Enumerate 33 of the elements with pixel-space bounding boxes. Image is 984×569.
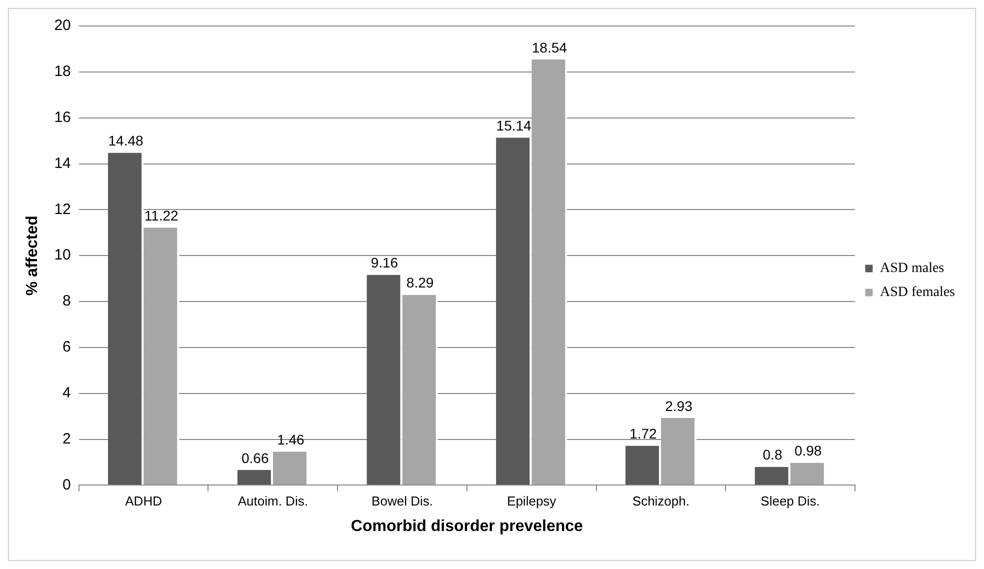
x-axis-title: Comorbid disorder prevelence [350, 518, 584, 535]
data-label: 0.66 [241, 450, 269, 466]
data-label: 11.22 [144, 207, 179, 224]
data-label: 0.8 [762, 446, 782, 463]
x-tick-label: ADHD [125, 494, 162, 509]
legend-label: ASD females [880, 285, 956, 300]
data-label: 8.29 [406, 274, 434, 291]
data-label: 1.72 [630, 426, 657, 442]
data-label: 14.48 [108, 132, 144, 149]
data-label: 1.46 [277, 432, 305, 448]
data-label: 0.98 [794, 442, 822, 459]
y-tick-label: 8 [62, 292, 71, 310]
y-tick-label: 20 [54, 17, 71, 34]
y-tick-label: 18 [54, 63, 71, 80]
y-tick-label: 10 [54, 246, 71, 264]
data-label: 15.14 [496, 117, 532, 134]
y-tick-label: 0 [62, 476, 71, 494]
y-tick-label: 14 [54, 154, 71, 172]
y-tick-label: 4 [62, 384, 71, 402]
y-tick-label: 6 [62, 338, 71, 356]
y-tick-label: 2 [62, 430, 71, 448]
y-tick-label: 16 [54, 108, 71, 126]
x-tick-label: Autoim. Dis. [238, 494, 308, 509]
data-label: 18.54 [532, 39, 568, 56]
data-label: 2.93 [665, 398, 693, 414]
x-tick-label: Schizoph. [632, 494, 690, 509]
y-axis-title: % affected [24, 216, 42, 296]
y-tick-label: 12 [54, 200, 71, 218]
legend-label: ASD males [880, 261, 944, 276]
x-tick-label: Epilepsy [507, 494, 557, 509]
x-tick-label: Sleep Dis. [760, 494, 820, 509]
x-tick-label: Bowel Dis. [372, 494, 433, 509]
data-label: 9.16 [370, 254, 398, 271]
